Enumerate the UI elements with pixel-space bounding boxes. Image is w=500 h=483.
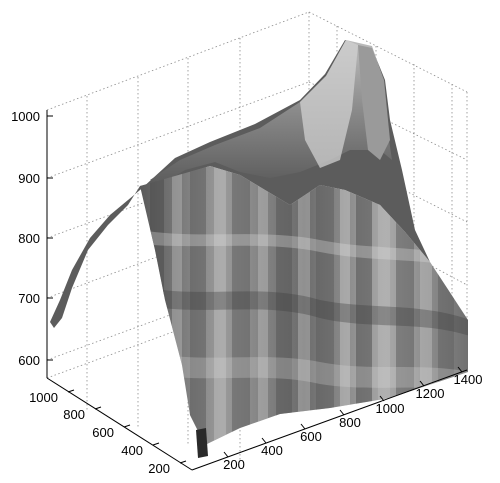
z-tick-label: 700 (18, 291, 40, 306)
x-tick-label: 200 (223, 457, 245, 472)
surface-back-strip-2 (358, 45, 390, 160)
surface-mesh (50, 40, 468, 458)
x-tick-label: 400 (261, 443, 283, 458)
y-tick-mark (94, 406, 102, 410)
z-ticks: 600 700 800 900 1000 (11, 109, 53, 368)
surface-back-strip-1 (300, 40, 358, 168)
y-axis-line (46, 377, 193, 471)
y-tick-label: 600 (92, 425, 114, 440)
y-tick-mark (67, 389, 75, 393)
y-tick-label: 400 (121, 443, 143, 458)
y-tick-label: 800 (63, 407, 85, 422)
x-tick-label: 1200 (416, 386, 445, 401)
z-tick-label: 800 (18, 231, 40, 246)
y-tick-mark (179, 460, 187, 464)
x-tick-label: 600 (300, 429, 322, 444)
surface-front-face (140, 166, 468, 445)
x-axis-line (191, 369, 468, 471)
x-tick-mark (223, 451, 229, 458)
surface-corner-shadow (196, 428, 208, 458)
y-tick-mark (152, 442, 160, 446)
x-tick-mark (300, 423, 306, 430)
axes (46, 110, 468, 471)
x-tick-label: 800 (339, 415, 361, 430)
z-tick-label: 900 (18, 171, 40, 186)
y-tick-label: 200 (148, 461, 170, 476)
x-tick-mark (261, 437, 267, 444)
y-ticks: 1000 800 600 400 200 (29, 389, 187, 476)
x-tick-mark (339, 409, 345, 416)
y-tick-mark (123, 424, 131, 428)
y-tick-label: 1000 (29, 390, 58, 405)
z-tick-label: 1000 (11, 109, 40, 124)
x-tick-mark (457, 366, 463, 373)
x-tick-label: 1400 (454, 372, 483, 387)
x-tick-mark (379, 395, 385, 402)
x-tick-mark (419, 380, 425, 387)
x-ticks: 200 400 600 800 1000 1200 1400 (223, 366, 483, 472)
z-tick-label: 600 (18, 353, 40, 368)
x-tick-label: 1000 (376, 401, 405, 416)
